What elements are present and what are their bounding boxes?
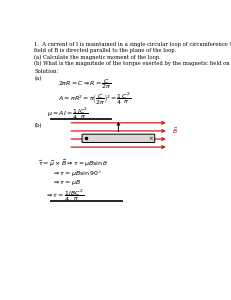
Text: field of B is directed parallel to the plane of the loop.: field of B is directed parallel to the p…	[34, 48, 176, 53]
Text: $A = \pi R^2 = \pi\!\left(\dfrac{C}{2\pi}\right)^{\!2} = \dfrac{1}{4}\dfrac{C^2}: $A = \pi R^2 = \pi\!\left(\dfrac{C}{2\pi…	[58, 92, 131, 107]
Text: (a): (a)	[34, 76, 42, 81]
Text: $\Rightarrow \tau = \mu B\sin 90°$: $\Rightarrow \tau = \mu B\sin 90°$	[52, 169, 102, 178]
FancyBboxPatch shape	[82, 134, 155, 142]
Text: (b) What is the magnitude of the torque exerted by the magnetic field on the loo: (b) What is the magnitude of the torque …	[34, 61, 231, 66]
Text: (a) Calculate the magnetic moment of the loop.: (a) Calculate the magnetic moment of the…	[34, 55, 161, 60]
Text: 1.  A current of I is maintained in a single circular loop of circumference C. A: 1. A current of I is maintained in a sin…	[34, 42, 231, 47]
Text: $2\pi R = C \Rightarrow R = \dfrac{C}{2\pi}$: $2\pi R = C \Rightarrow R = \dfrac{C}{2\…	[58, 77, 111, 91]
Text: $\mu = AI = \dfrac{1}{4}\dfrac{IC^2}{\pi}$: $\mu = AI = \dfrac{1}{4}\dfrac{IC^2}{\pi…	[47, 107, 88, 122]
Text: Solution:: Solution:	[34, 70, 58, 74]
Text: $\vec{\tau} = \vec{\mu}\times\vec{B} \Rightarrow \tau = \mu B\sin\theta$: $\vec{\tau} = \vec{\mu}\times\vec{B} \Ri…	[38, 158, 108, 169]
Text: $\vec{B}$: $\vec{B}$	[172, 126, 178, 136]
Text: $\Rightarrow \tau = \dfrac{1}{4}\dfrac{IBC^2}{\pi}$: $\Rightarrow \tau = \dfrac{1}{4}\dfrac{I…	[45, 189, 85, 204]
Text: $\times$: $\times$	[148, 134, 154, 142]
Text: (b): (b)	[34, 123, 42, 128]
Text: $\Rightarrow \tau = \mu B$: $\Rightarrow \tau = \mu B$	[52, 178, 81, 187]
